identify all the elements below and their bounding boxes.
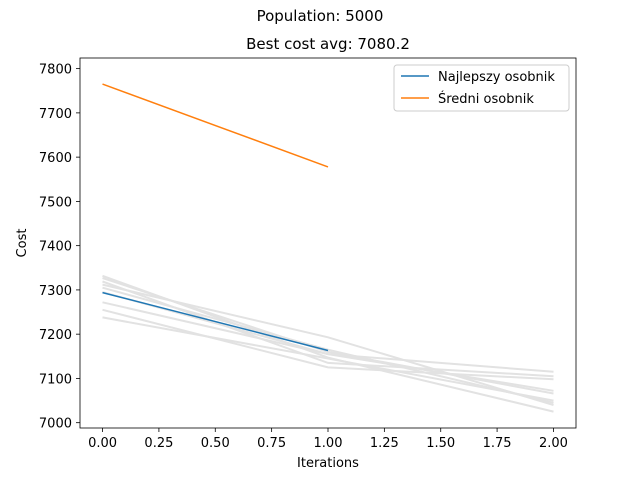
- background-run-line-7: [102, 301, 554, 373]
- y-tick-label: 7600: [39, 151, 72, 166]
- background-run-line-9: [102, 316, 554, 402]
- legend-label-1: Najlepszy osobnik: [438, 70, 555, 85]
- x-tick-label: 1.25: [370, 436, 399, 451]
- background-run-line-5: [102, 286, 554, 404]
- series-line-najlepszy: [102, 291, 329, 352]
- y-tick-label: 7100: [39, 372, 72, 387]
- y-tick-label: 7700: [39, 107, 72, 122]
- y-tick-label: 7200: [39, 328, 72, 343]
- y-tick-label: 7300: [39, 284, 72, 299]
- plot-area: 0.00 0.25 0.50 0.75 1.00 1.25 1.50 1.75 2.00 7000…: [39, 57, 577, 451]
- chart-title: Best cost avg: 7080.2: [246, 35, 410, 53]
- legend-label-2: Średni osobnik: [438, 91, 534, 107]
- y-tick-label: 7800: [39, 63, 72, 78]
- legend: Najlepszy osobnik Średni osobnik: [393, 64, 570, 112]
- background-run-line-4: [102, 283, 554, 406]
- y-tick-label: 7500: [39, 195, 72, 210]
- x-tick-label: 0.75: [257, 436, 286, 451]
- chart-suptitle: Population: 5000: [257, 7, 384, 25]
- x-tick-label: 0.00: [88, 436, 117, 451]
- x-tick-label: 2.00: [539, 436, 568, 451]
- legend-box: [393, 64, 570, 112]
- x-tick-label: 1.75: [483, 436, 512, 451]
- y-axis-label: Cost: [15, 229, 30, 258]
- background-run-line-8: [102, 308, 554, 381]
- series-line-sredni: [102, 83, 329, 168]
- x-tick-label: 1.50: [426, 436, 455, 451]
- x-axis-label: Iterations: [297, 456, 359, 471]
- x-tick-label: 0.25: [144, 436, 173, 451]
- x-tick-label: 1.00: [314, 436, 343, 451]
- y-tick-label: 7000: [39, 417, 72, 432]
- y-tick-label: 7400: [39, 240, 72, 255]
- x-tick-label: 0.50: [201, 436, 230, 451]
